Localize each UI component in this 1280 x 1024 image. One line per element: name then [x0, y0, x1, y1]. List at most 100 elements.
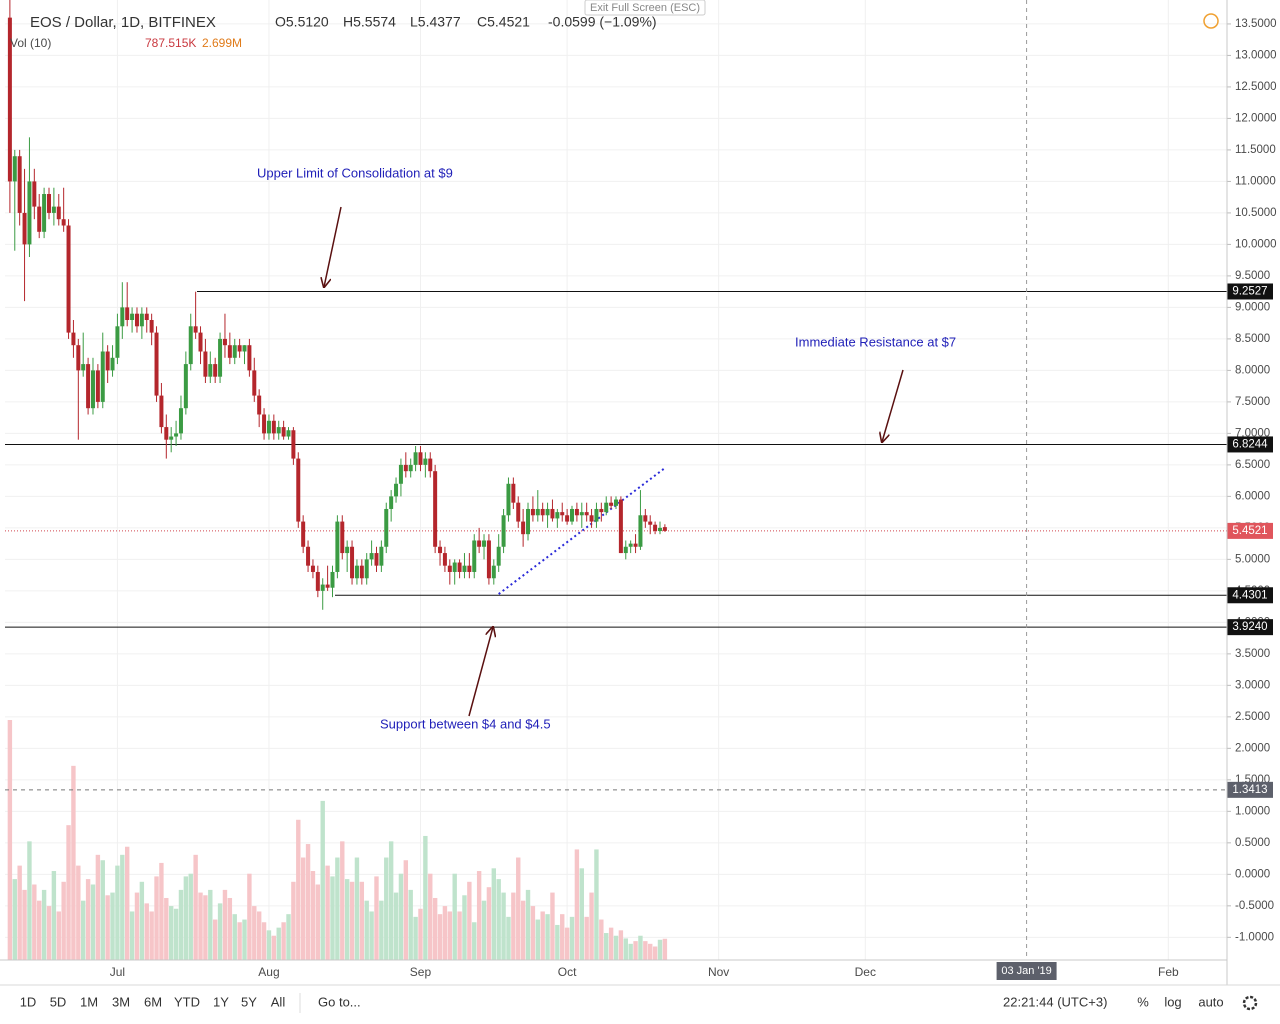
- arrow: [324, 206, 342, 287]
- scale-option[interactable]: %: [1137, 994, 1149, 1009]
- volume-bar: [154, 876, 159, 960]
- crosshair-date-tag: [996, 962, 1057, 980]
- volume-bar: [652, 946, 658, 960]
- range-button[interactable]: All: [271, 994, 286, 1009]
- alert-icon[interactable]: [1203, 13, 1219, 29]
- candle-body: [350, 546, 355, 579]
- chart-title: EOS / Dollar, 1D, BITFINEX: [30, 14, 216, 31]
- candle-body: [643, 515, 648, 522]
- candle-body: [482, 540, 487, 547]
- y-tick-label: -0.5000: [1235, 900, 1274, 912]
- candle-body: [653, 524, 658, 532]
- y-tick-label: 7.5000: [1235, 396, 1270, 408]
- volume-bar: [486, 887, 492, 960]
- y-tick-label: 13.5000: [1235, 18, 1277, 30]
- volume-bar: [452, 873, 457, 960]
- candle-body: [526, 508, 531, 535]
- candle-body: [662, 527, 667, 531]
- range-button[interactable]: 1D: [20, 994, 37, 1009]
- volume-bar: [129, 911, 135, 960]
- volume-ma: 2.699M: [202, 36, 242, 50]
- range-button[interactable]: 3M: [112, 994, 130, 1009]
- arrow: [468, 627, 493, 717]
- goto-button[interactable]: Go to...: [318, 994, 361, 1009]
- volume-bar: [46, 906, 52, 960]
- candle-body: [198, 332, 203, 352]
- volume-bar: [540, 911, 545, 960]
- volume-bar: [560, 914, 565, 960]
- range-button[interactable]: YTD: [174, 994, 200, 1009]
- candle-body: [452, 562, 457, 572]
- volume-bar: [408, 889, 413, 960]
- candle-body: [266, 420, 271, 434]
- volume-bar: [95, 854, 101, 960]
- candle-body: [257, 395, 262, 415]
- y-tick-label: 10.5000: [1235, 207, 1277, 219]
- candle-body: [628, 543, 633, 547]
- volume-bar: [403, 860, 409, 960]
- volume-bar: [325, 865, 330, 960]
- scale-option[interactable]: auto: [1198, 994, 1223, 1009]
- candle-body: [315, 571, 320, 591]
- exit-fullscreen-button[interactable]: [584, 0, 706, 16]
- y-tick-label: 12.0000: [1235, 112, 1277, 124]
- volume-bar: [457, 911, 462, 960]
- candle-body: [213, 364, 218, 377]
- volume-bar: [51, 871, 57, 960]
- scale-option[interactable]: log: [1164, 994, 1181, 1009]
- candle-body: [413, 452, 418, 465]
- price-tag: [1227, 619, 1273, 636]
- volume-bar: [144, 903, 149, 960]
- volume-bar: [66, 825, 71, 960]
- volume-bar: [217, 903, 223, 960]
- volume-bar: [369, 911, 374, 960]
- candle-body: [66, 225, 71, 333]
- y-tick-label: 0.5000: [1235, 837, 1270, 849]
- candle-body: [237, 345, 242, 352]
- price-tag: [1227, 283, 1273, 300]
- volume-bar: [584, 916, 589, 960]
- candle-body: [12, 156, 17, 182]
- volume-bar: [599, 919, 604, 960]
- candle-body: [521, 521, 526, 535]
- volume-bar: [242, 919, 247, 960]
- volume-bar: [379, 900, 384, 960]
- range-button[interactable]: 1Y: [213, 994, 229, 1009]
- volume-bar: [134, 892, 140, 960]
- candle-body: [496, 546, 501, 566]
- y-tick-label: 11.5000: [1235, 144, 1276, 156]
- volume-bar: [344, 879, 350, 960]
- settings-icon[interactable]: [1242, 995, 1258, 1011]
- volume-bar: [212, 919, 218, 960]
- candle-body: [247, 345, 252, 371]
- candle-body: [462, 565, 467, 572]
- y-tick-label: 8.0000: [1235, 364, 1270, 376]
- volume-bar: [388, 841, 394, 960]
- y-tick-label: 9.5000: [1235, 270, 1270, 282]
- range-button[interactable]: 1M: [80, 994, 98, 1009]
- volume-bar: [105, 895, 110, 960]
- candle-body: [428, 458, 433, 472]
- exit-fullscreen-text[interactable]: Exit Full Screen (ESC): [590, 2, 700, 14]
- volume-bar: [61, 881, 66, 960]
- volume-bar: [633, 941, 638, 960]
- candle-body: [301, 521, 306, 547]
- annotation: Upper Limit of Consolidation at $9: [257, 165, 453, 180]
- volume-bar: [271, 935, 277, 960]
- range-button[interactable]: 6M: [144, 994, 162, 1009]
- volume-bar: [462, 895, 467, 960]
- candle-body: [403, 464, 408, 472]
- volume-bar: [232, 914, 237, 960]
- candle-body: [340, 521, 345, 554]
- range-button[interactable]: 5Y: [241, 994, 257, 1009]
- candle-body: [364, 559, 369, 579]
- volume-bar: [364, 900, 369, 960]
- range-button[interactable]: 5D: [50, 994, 67, 1009]
- y-tick-label: 2.0000: [1235, 742, 1270, 754]
- price-tag: [1227, 436, 1273, 453]
- candle-body: [345, 546, 350, 554]
- y-tick-label: 12.5000: [1235, 81, 1277, 93]
- candle-body: [384, 508, 389, 547]
- candle-body: [604, 502, 609, 513]
- candle-body: [535, 508, 540, 516]
